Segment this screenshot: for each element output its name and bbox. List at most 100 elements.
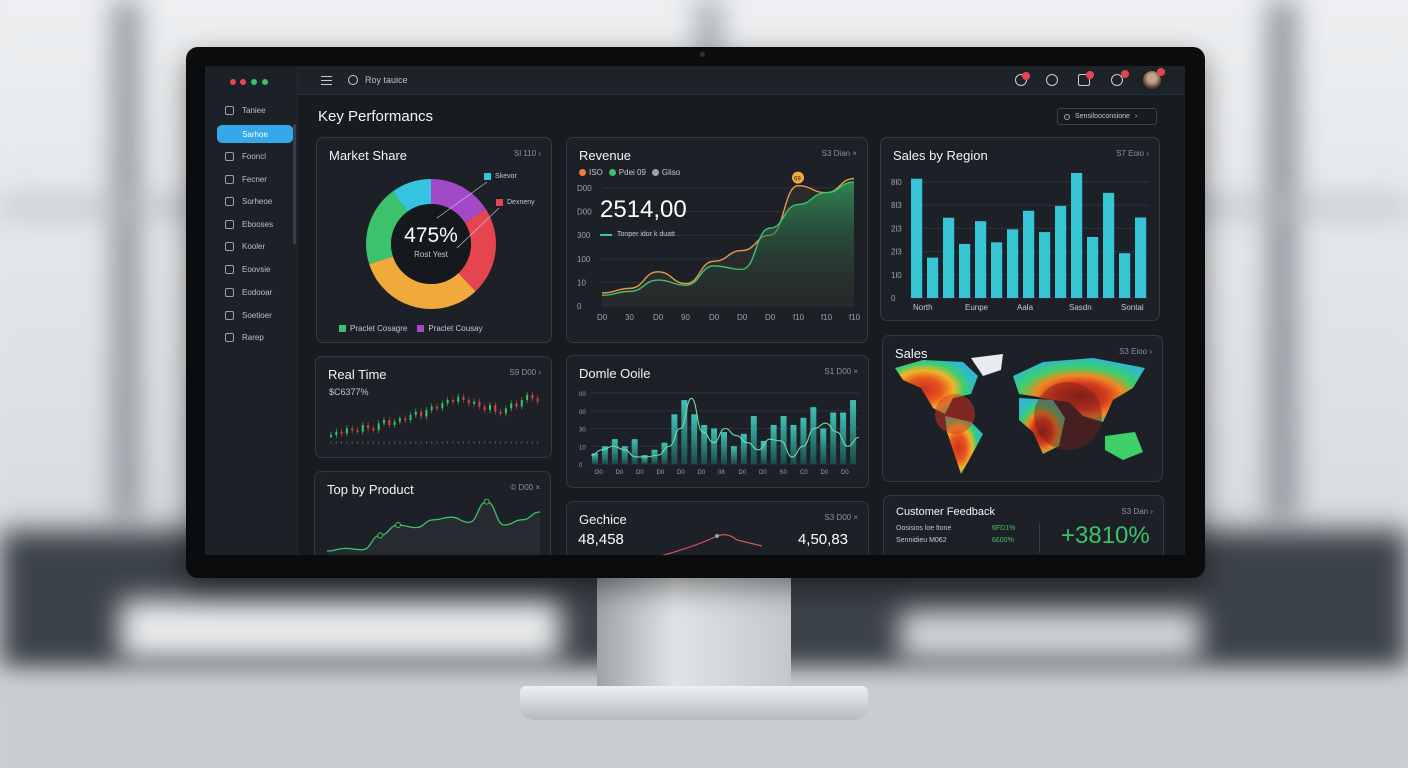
candle[interactable]	[526, 395, 529, 400]
bar[interactable]	[1071, 172, 1083, 298]
bar[interactable]	[850, 400, 857, 464]
bar[interactable]	[681, 400, 688, 464]
donut-segment[interactable]	[458, 209, 496, 292]
inbox-icon[interactable]	[1078, 74, 1090, 86]
candle[interactable]	[335, 431, 338, 435]
candle[interactable]	[425, 410, 428, 417]
card-menu[interactable]: S7 Eoio ›	[1116, 149, 1149, 158]
chat-icon[interactable]	[1111, 74, 1123, 86]
bar[interactable]	[975, 221, 987, 298]
candle[interactable]	[330, 435, 332, 437]
bar[interactable]	[790, 424, 797, 464]
candle[interactable]	[340, 431, 343, 434]
candle[interactable]	[494, 405, 497, 412]
candle[interactable]	[420, 411, 423, 417]
bar[interactable]	[621, 446, 628, 464]
candle[interactable]	[531, 395, 534, 399]
candle[interactable]	[398, 418, 401, 422]
sidebar-item[interactable]: Rarep	[217, 328, 293, 346]
search-input[interactable]: Roy tauice	[365, 75, 408, 85]
bar[interactable]	[1103, 192, 1115, 298]
card-menu[interactable]: S3 Dan ›	[1121, 507, 1153, 516]
candle[interactable]	[372, 428, 375, 431]
bar[interactable]	[730, 446, 737, 464]
candle[interactable]	[377, 423, 380, 430]
donut-segment[interactable]	[431, 179, 486, 223]
sidebar-scrollbar[interactable]	[293, 124, 296, 244]
bar[interactable]	[631, 439, 638, 464]
sidebar-item[interactable]: Ebooses	[217, 215, 293, 233]
candle[interactable]	[451, 400, 454, 402]
candle[interactable]	[457, 396, 460, 402]
data-point[interactable]	[483, 498, 490, 505]
bell-icon[interactable]	[1015, 74, 1027, 86]
window-dot[interactable]	[251, 79, 257, 85]
candle[interactable]	[356, 430, 359, 432]
candle[interactable]	[489, 405, 491, 410]
candle[interactable]	[478, 401, 481, 407]
bar[interactable]	[641, 455, 648, 464]
window-dot[interactable]	[240, 79, 246, 85]
card-menu[interactable]: Sl 110 ›	[514, 149, 541, 158]
sidebar-item[interactable]: Kooler	[217, 237, 293, 255]
bar[interactable]	[760, 440, 767, 464]
sidebar-item[interactable]: Taniee	[217, 101, 293, 119]
window-dot[interactable]	[230, 79, 236, 85]
user-icon[interactable]	[1046, 74, 1058, 86]
bar[interactable]	[651, 449, 658, 464]
candle[interactable]	[367, 425, 370, 429]
candle[interactable]	[536, 398, 539, 402]
bar[interactable]	[691, 414, 698, 464]
candle[interactable]	[409, 415, 412, 420]
bar[interactable]	[740, 433, 747, 464]
candle[interactable]	[351, 428, 354, 431]
candle[interactable]	[393, 421, 396, 425]
bar[interactable]	[611, 439, 618, 464]
bar[interactable]	[661, 442, 668, 464]
candle[interactable]	[483, 406, 486, 410]
card-menu[interactable]: S1 D00 ×	[824, 367, 858, 376]
bar[interactable]	[601, 446, 608, 464]
donut-segment[interactable]	[392, 179, 431, 212]
candle[interactable]	[515, 403, 518, 407]
candle[interactable]	[388, 420, 391, 425]
candle[interactable]	[441, 403, 444, 409]
candle[interactable]	[473, 401, 476, 404]
candle[interactable]	[430, 406, 433, 410]
bar[interactable]	[830, 412, 837, 464]
card-menu[interactable]: S3 D00 ×	[824, 513, 858, 522]
bar[interactable]	[943, 217, 955, 298]
candle[interactable]	[462, 396, 465, 400]
bar[interactable]	[1007, 229, 1019, 298]
card-menu[interactable]: S3 Dian ×	[821, 149, 857, 158]
bar[interactable]	[927, 257, 939, 298]
bar[interactable]	[820, 428, 827, 465]
avatar[interactable]	[1143, 71, 1161, 89]
window-dot[interactable]	[262, 79, 268, 85]
bar[interactable]	[780, 416, 787, 464]
donut-segment[interactable]	[369, 256, 476, 309]
candle[interactable]	[345, 428, 348, 434]
card-menu[interactable]: S3 Eioo ›	[1119, 347, 1152, 356]
candle[interactable]	[520, 400, 523, 407]
bar[interactable]	[1119, 253, 1131, 298]
candle[interactable]	[499, 411, 502, 414]
candle[interactable]	[361, 425, 364, 432]
bar[interactable]	[701, 424, 708, 464]
menu-icon[interactable]	[321, 76, 332, 85]
bar[interactable]	[1023, 210, 1035, 298]
bar[interactable]	[800, 417, 807, 464]
sidebar-item[interactable]: Soetioer	[217, 306, 293, 324]
bar[interactable]	[1055, 205, 1067, 298]
sidebar-item[interactable]: Fooncl	[217, 147, 293, 165]
candle[interactable]	[436, 406, 438, 409]
peak-marker[interactable]	[792, 171, 804, 184]
candle[interactable]	[510, 403, 513, 409]
sidebar-item[interactable]: Fecner	[217, 170, 293, 188]
candle[interactable]	[467, 400, 470, 404]
data-point[interactable]	[395, 522, 401, 528]
bar[interactable]	[840, 412, 847, 464]
donut-segment[interactable]	[366, 191, 408, 265]
page-action-button[interactable]: Sensilooconsione ›	[1057, 108, 1157, 125]
search-icon[interactable]	[348, 75, 358, 85]
